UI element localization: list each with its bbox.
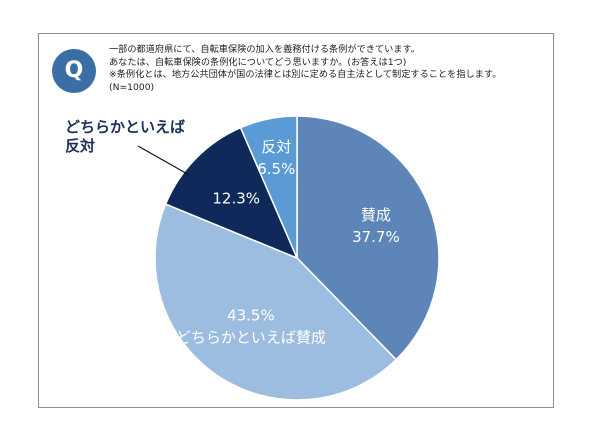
- pie-slice-1: [154, 203, 398, 401]
- pie-label-line: どちらかといえば賛成: [176, 328, 326, 346]
- pie-label-2: 12.3%: [212, 189, 260, 207]
- pie-label-line: 37.7%: [352, 228, 400, 246]
- pie-label-line: 43.5%: [227, 306, 275, 324]
- callout-label-line: どちらかといえば: [65, 118, 185, 136]
- callout-label: どちらかといえば反対: [65, 118, 185, 155]
- callout-label-line: 反対: [65, 137, 95, 155]
- question-text: 一部の都道府県にて、自転車保険の加入を義務付ける条例ができています。 あなたは、…: [109, 44, 549, 94]
- callout-leader-line: [137, 145, 190, 176]
- pie-label-line: 反対: [261, 138, 291, 156]
- pie-label-line: 賛成: [361, 206, 391, 224]
- question-badge: Q: [52, 49, 96, 93]
- pie-label-line: 12.3%: [212, 189, 260, 207]
- pie-label-0: 賛成 37.7%: [352, 206, 400, 246]
- pie-label-line: 6.5%: [257, 160, 295, 178]
- question-line: あなたは、自転車保険の条例化についてどう思いますか。(お答えは1つ): [109, 56, 407, 68]
- question-line: (N=1000): [109, 81, 155, 93]
- pie-label-1: 43.5% どちらかといえば賛成: [176, 306, 326, 346]
- question-line: 一部の都道府県にて、自転車保険の加入を義務付ける条例ができています。: [109, 44, 420, 55]
- pie-label-3: 反対 6.5%: [257, 138, 295, 178]
- question-line: ※条例化とは、地方公共団体が国の法律とは別に定める自主法として制定することを指し…: [109, 69, 502, 81]
- pie-slice-2: [164, 126, 299, 260]
- pie-slice-3: [239, 115, 298, 259]
- pie-labels: 賛成 37.7% 43.5% どちらかといえば賛成 12.3% 反対 6.5%: [176, 138, 400, 346]
- pie-slice-0: [296, 115, 440, 361]
- pie-slices: [154, 115, 440, 401]
